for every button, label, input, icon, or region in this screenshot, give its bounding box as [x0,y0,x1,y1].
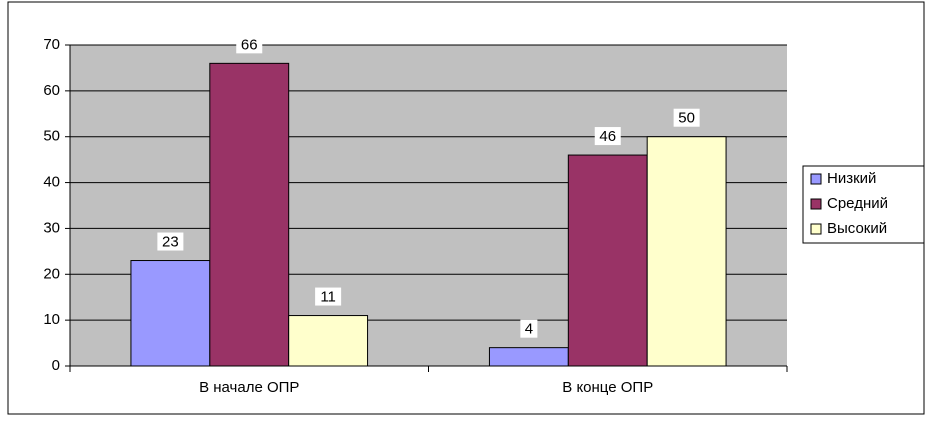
x-tick-label: В конце ОПР [562,379,653,396]
y-tick-label: 20 [43,265,60,282]
x-tick-label: В начале ОПР [199,379,299,396]
data-label-bg [673,108,700,127]
data-label: 66 [241,36,258,53]
data-label: 4 [525,321,533,338]
data-label-bg [236,35,263,54]
y-tick-label: 40 [43,174,60,191]
bar [288,315,369,367]
legend-swatch [810,173,822,185]
bar [209,62,290,367]
legend-box [802,165,925,244]
bar [567,154,648,367]
bar [646,136,727,367]
y-tick-label: 10 [43,311,60,328]
data-label-bg [520,319,538,338]
data-label-bg [315,287,342,306]
y-tick-label: 30 [43,219,60,236]
y-tick-label: 60 [43,82,60,99]
data-label: 46 [599,128,616,145]
y-tick-label: 70 [43,36,60,53]
y-tick-label: 0 [52,357,60,374]
data-label-bg [157,232,184,251]
bar [488,347,569,367]
data-label: 23 [162,233,179,250]
legend-swatch [810,198,822,210]
legend-label: Низкий [827,170,876,187]
legend-swatch [810,223,822,235]
data-label: 50 [678,110,695,127]
legend-label: Высокий [827,220,887,237]
bar [130,260,211,367]
legend-label: Средний [827,195,888,212]
data-label: 11 [320,289,336,306]
data-label-bg [594,127,621,146]
y-tick-label: 50 [43,128,60,145]
